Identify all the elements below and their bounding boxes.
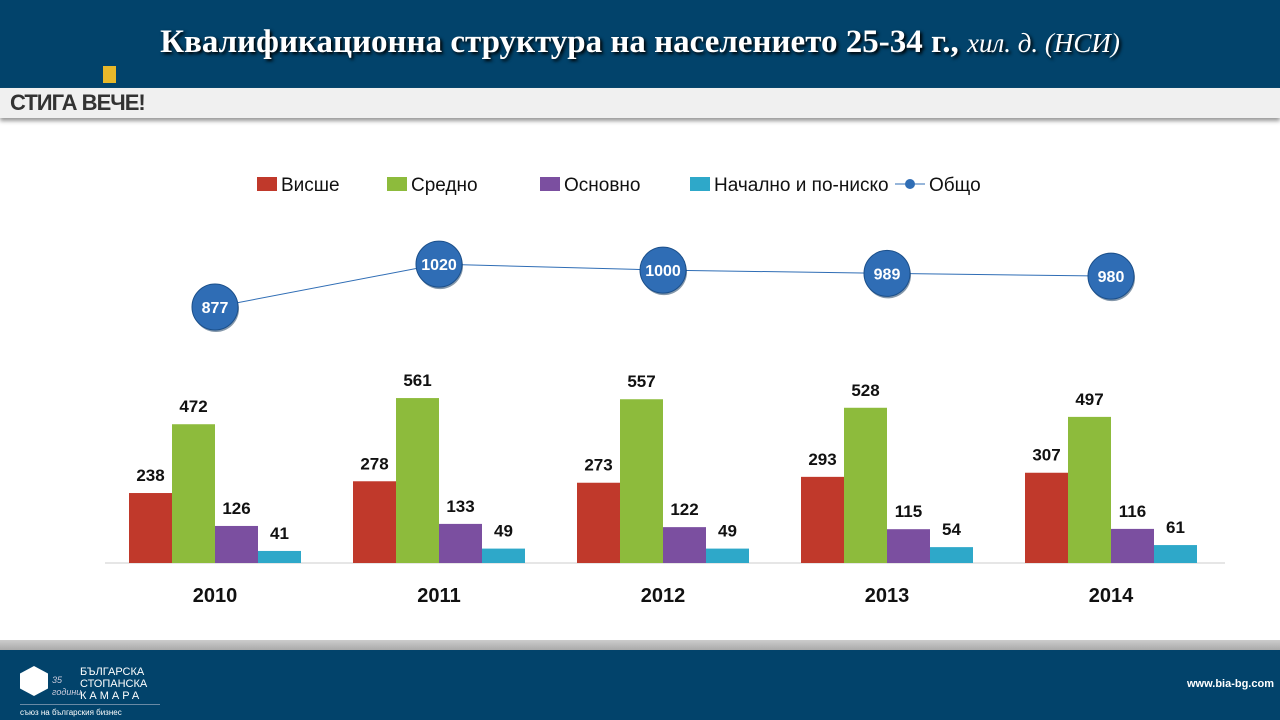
chart: Висше Средно Основно Начално и по-ниско Общо… xyxy=(105,175,1225,607)
bar xyxy=(482,548,525,563)
bar xyxy=(663,527,706,563)
total-marker xyxy=(191,283,239,331)
bar xyxy=(172,424,215,563)
bar xyxy=(396,398,439,563)
total-marker xyxy=(863,249,911,297)
data-label: 133 xyxy=(446,497,474,516)
bsk-logo-icon xyxy=(20,666,48,696)
data-label: 238 xyxy=(136,466,164,485)
bar xyxy=(353,481,396,563)
total-label: 1020 xyxy=(421,257,457,274)
data-label: 116 xyxy=(1119,502,1146,521)
page-title: Квалификационна структура на населението… xyxy=(0,24,1280,61)
bar xyxy=(1068,416,1111,563)
data-label: 115 xyxy=(895,502,922,521)
total-label: 877 xyxy=(202,300,229,317)
legend-marker xyxy=(905,179,915,189)
bar xyxy=(1111,528,1154,563)
legend-label: Средно xyxy=(411,175,478,196)
logo-line: СТОПАНСКА xyxy=(80,678,148,690)
data-label: 472 xyxy=(179,397,207,416)
total-marker xyxy=(639,246,687,294)
bar xyxy=(844,407,887,563)
footer-divider xyxy=(0,640,1280,650)
website-link[interactable]: www.bia-bg.com xyxy=(1187,678,1274,690)
legend-swatch xyxy=(540,177,560,191)
title-main: Квалификационна структура на населението… xyxy=(160,24,959,60)
logo-line: БЪЛГАРСКА xyxy=(80,666,145,678)
data-label: 273 xyxy=(584,456,612,475)
bar xyxy=(801,476,844,563)
total-marker xyxy=(1087,252,1135,300)
legend-swatch xyxy=(387,177,407,191)
data-label: 278 xyxy=(360,454,388,473)
x-tick-label: 2014 xyxy=(1089,585,1134,607)
data-label: 307 xyxy=(1032,446,1060,465)
total-marker xyxy=(415,240,463,288)
data-label: 122 xyxy=(670,500,698,519)
bar xyxy=(887,529,930,563)
bar xyxy=(439,523,482,563)
bar xyxy=(129,493,172,563)
legend-label: Висше xyxy=(281,175,340,196)
legend-label: Общо xyxy=(929,175,981,196)
logo-badge: 35 години xyxy=(52,675,82,697)
stiga-logo: СТИГА ВЕЧЕ! xyxy=(10,90,146,115)
footer: БЪЛГАРСКА СТОПАНСКА КАМАРА 35 години съюз … xyxy=(0,650,1280,720)
legend-swatch xyxy=(690,177,710,191)
x-tick-label: 2011 xyxy=(417,585,460,607)
bar xyxy=(215,525,258,563)
legend-label: Основно xyxy=(564,175,641,196)
legend-swatch xyxy=(257,177,277,191)
bar xyxy=(706,548,749,563)
bar xyxy=(1025,472,1068,563)
data-label: 49 xyxy=(718,522,737,541)
bar xyxy=(577,482,620,563)
header: Квалификационна структура на населението… xyxy=(0,0,1280,88)
tagline: съюз на българския бизнес xyxy=(20,704,160,719)
x-tick-label: 2010 xyxy=(193,585,238,607)
brand-band xyxy=(0,88,1280,118)
bar xyxy=(930,547,973,563)
logo-line: КАМАРА xyxy=(80,690,143,702)
bar xyxy=(620,399,663,563)
yellow-card-icon xyxy=(103,66,116,83)
bar xyxy=(1154,545,1197,563)
total-label: 989 xyxy=(874,266,901,283)
data-label: 126 xyxy=(222,499,250,518)
data-label: 528 xyxy=(851,381,879,400)
title-unit: хил. д. (НСИ) xyxy=(966,28,1120,58)
data-label: 61 xyxy=(1166,518,1185,537)
data-label: 54 xyxy=(942,520,961,539)
data-label: 49 xyxy=(494,522,513,541)
data-label: 293 xyxy=(808,450,836,469)
data-label: 557 xyxy=(627,372,655,391)
data-label: 497 xyxy=(1075,390,1103,409)
x-tick-label: 2012 xyxy=(641,585,686,607)
legend-label: Начално и по-ниско xyxy=(714,175,889,196)
bar xyxy=(258,550,301,563)
data-label: 561 xyxy=(403,371,431,390)
total-label: 1000 xyxy=(645,263,681,280)
x-tick-label: 2013 xyxy=(865,585,910,607)
data-label: 41 xyxy=(270,524,289,543)
total-label: 980 xyxy=(1098,269,1125,286)
